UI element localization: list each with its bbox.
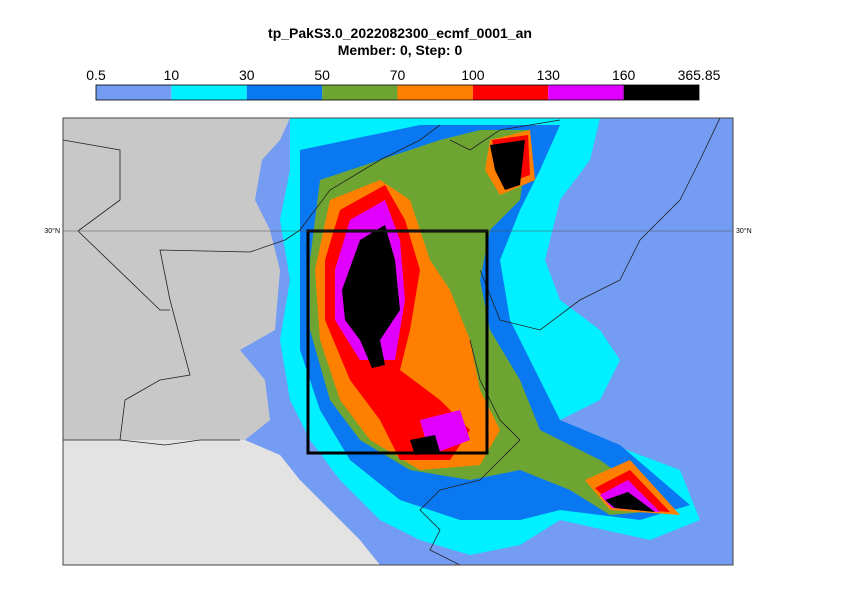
colorbar-segment	[171, 85, 247, 100]
colorbar: 0.5 10 30 50 70 100 130 160 365.85	[86, 67, 721, 101]
sea	[63, 440, 380, 565]
rain-red	[325, 135, 670, 512]
colorbar-label: 0.5	[86, 67, 106, 83]
map-frame	[62, 117, 734, 566]
colorbar-frame	[95, 84, 700, 101]
border	[63, 118, 721, 565]
subtitle: Member: 0, Step: 0	[338, 42, 463, 58]
colorbar-label: 50	[314, 67, 330, 83]
colorbar-label: 160	[612, 67, 636, 83]
colorbar-label: 130	[537, 67, 561, 83]
colorbar-segment	[548, 85, 624, 100]
colorbar-segment	[397, 85, 473, 100]
colorbar-label: 30	[239, 67, 255, 83]
colorbar-segment	[472, 85, 549, 100]
graticule: 30°N 30°N	[44, 227, 751, 235]
latitude-label: 30°N	[44, 227, 60, 235]
latitude-label: 30°N	[736, 227, 752, 235]
colorbar-segment	[96, 85, 172, 100]
colorbar-segment	[322, 85, 398, 100]
colorbar-label: 100	[461, 67, 485, 83]
map	[63, 118, 733, 565]
colorbar-label: 10	[164, 67, 180, 83]
colorbar-label: 70	[390, 67, 406, 83]
colorbar-segment	[623, 85, 699, 100]
title: tp_PakS3.0_2022082300_ecmf_0001_an	[268, 25, 532, 41]
colorbar-label: 365.85	[678, 67, 721, 83]
land	[63, 118, 290, 440]
colorbar-segment	[246, 85, 323, 100]
